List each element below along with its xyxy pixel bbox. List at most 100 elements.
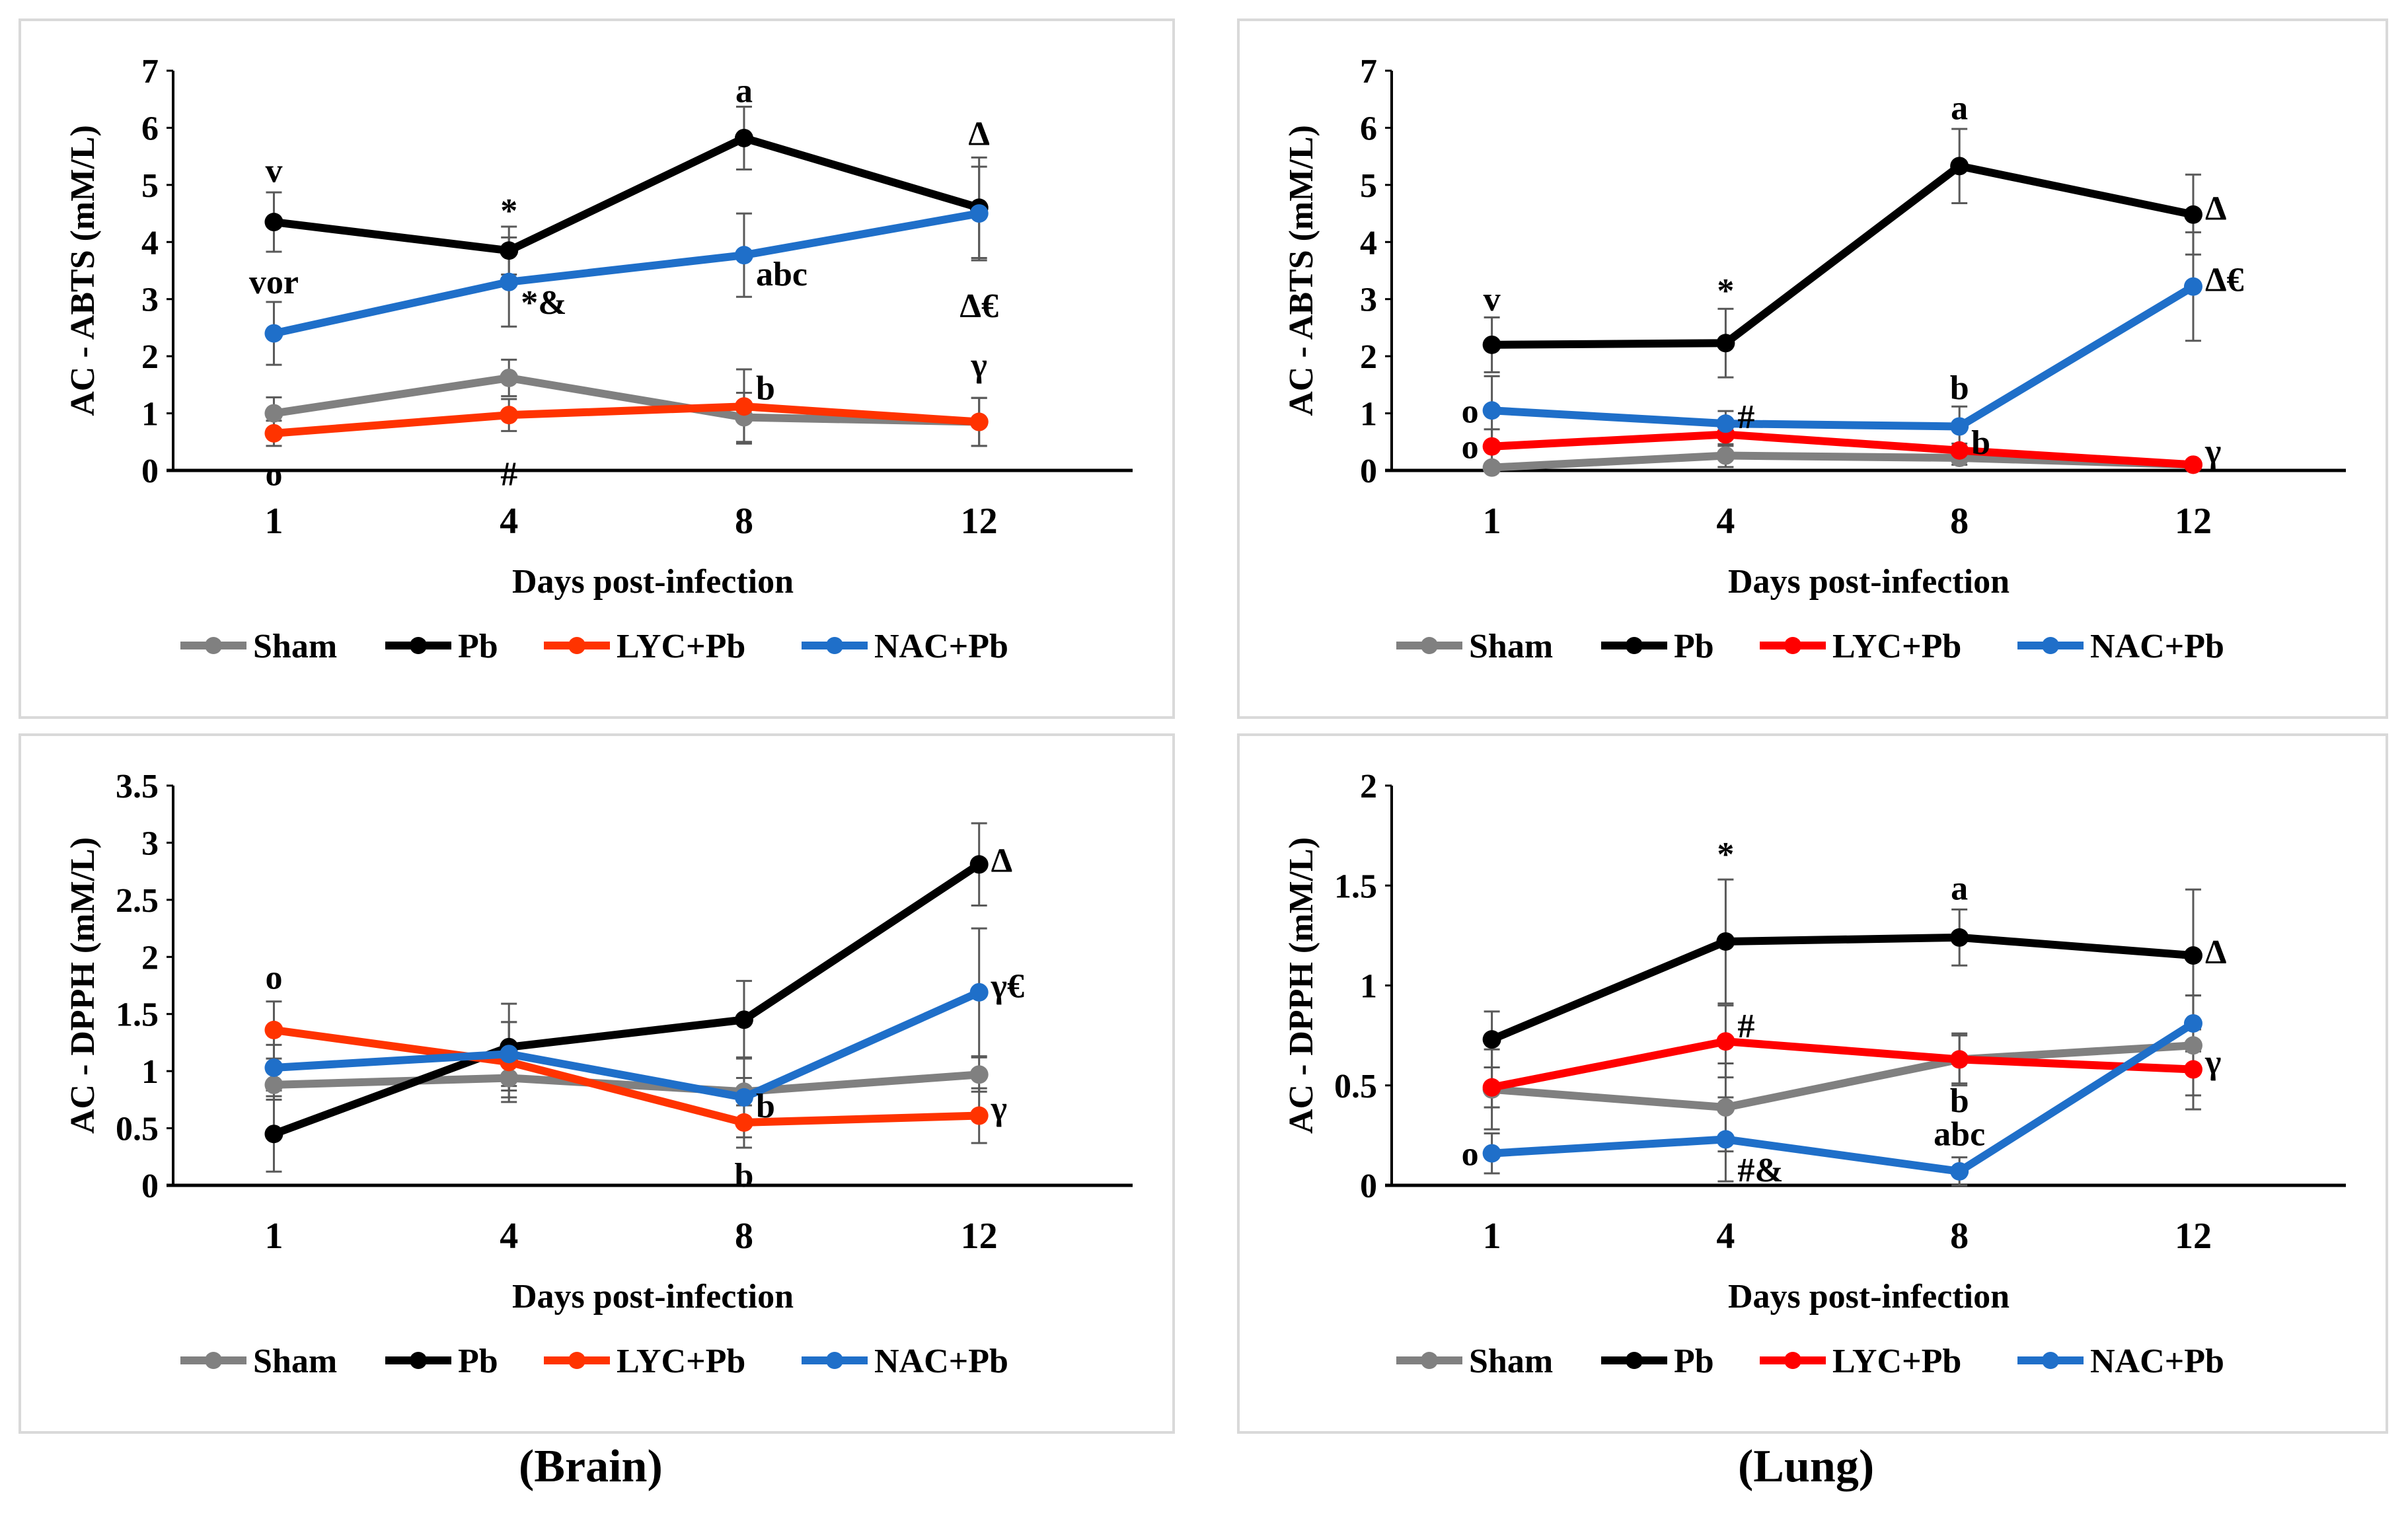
data-point-sham — [1716, 446, 1735, 465]
data-point-pb — [500, 241, 519, 260]
legend-label: NAC+Pb — [874, 628, 1008, 665]
data-point-lyc-pb — [264, 424, 283, 443]
y-tick-label: 0 — [1360, 1167, 1377, 1205]
data-point-nac-pb — [969, 982, 989, 1002]
chart-panel-brain-abts: 0 1 2 3 4 5 6 7 1 4 8 12 Days post-infection AC - ABT… — [19, 19, 1175, 719]
x-tick-label: 8 — [1950, 1216, 1969, 1257]
legend-item-nac-pb: NAC+Pb — [2017, 1343, 2224, 1380]
x-tick-label: 12 — [961, 501, 998, 542]
data-point-sham — [2183, 1036, 2202, 1055]
significance-annotation: *& — [521, 284, 566, 322]
data-point-pb — [1482, 335, 1501, 354]
data-point-nac-pb — [1950, 1162, 1969, 1181]
caption-brain: (Brain) — [519, 1441, 663, 1492]
legend: Sham Pb LYC+Pb NAC+Pb — [1396, 628, 2224, 665]
chart-panel-brain-dpph: 0 0.5 1 1.5 2 2.5 3 3.5 1 4 8 12 Days post-infection… — [19, 733, 1175, 1434]
data-point-nac-pb — [2183, 1014, 2202, 1033]
data-point-nac-pb — [500, 1045, 519, 1064]
legend-marker — [410, 637, 427, 654]
legend-label: Pb — [1674, 1343, 1714, 1380]
data-point-lyc-pb — [1482, 1078, 1501, 1097]
data-point-nac-pb — [1716, 414, 1735, 433]
significance-annotation: o — [265, 456, 282, 494]
data-point-pb — [969, 855, 989, 874]
significance-annotation: b — [756, 370, 775, 408]
data-point-sham — [264, 404, 283, 423]
y-tick-label: 1 — [141, 1053, 159, 1091]
legend-marker — [1784, 637, 1801, 654]
significance-annotation: vor — [249, 264, 299, 301]
significance-annotation: b — [756, 1088, 775, 1125]
x-tick-label: 4 — [1716, 501, 1735, 542]
data-point-lyc-pb — [734, 397, 753, 416]
legend-marker — [826, 1352, 843, 1369]
legend-marker — [1784, 1352, 1801, 1369]
significance-annotation: # — [500, 456, 517, 494]
x-tick-label: 4 — [1716, 1216, 1735, 1257]
legend-item-lyc-pb: LYC+Pb — [544, 1343, 745, 1380]
y-tick-label: 1 — [141, 396, 159, 433]
legend-marker — [205, 637, 222, 654]
y-tick-label: 0.5 — [116, 1111, 159, 1148]
significance-annotation: γ€ — [991, 968, 1024, 1006]
significance-annotation: γ — [2204, 1043, 2221, 1081]
significance-annotation: Δ — [2205, 190, 2227, 227]
legend-marker — [410, 1352, 427, 1369]
series-line-lyc-pb — [1491, 1037, 2194, 1092]
series-line-sham — [274, 1070, 980, 1096]
legend-marker — [1421, 1352, 1438, 1369]
series-line-lyc-pb — [1491, 430, 2194, 469]
data-point-sham — [264, 1075, 283, 1094]
data-point-sham — [969, 1065, 989, 1084]
y-tick-label: 3 — [141, 281, 159, 319]
data-point-pb — [264, 213, 283, 232]
chart-panel-lung-dpph: 0 0.5 1 1.5 2 1 4 8 12 Days post-infection AC - DP… — [1237, 733, 2388, 1434]
legend-marker — [1626, 1352, 1643, 1369]
x-tick-label: 8 — [735, 1216, 753, 1257]
y-axis-label: AC - DPPH (mM/L) — [64, 837, 102, 1134]
significance-annotation: a — [1951, 89, 1968, 127]
legend-marker — [568, 1352, 585, 1369]
y-tick-label: 0 — [141, 453, 159, 490]
data-point-pb — [1482, 1030, 1501, 1049]
y-tick-label: 5 — [141, 167, 159, 205]
legend-label: Sham — [1469, 1343, 1553, 1380]
data-point-lyc-pb — [2183, 455, 2202, 474]
significance-annotation: * — [500, 192, 517, 230]
legend-item-lyc-pb: LYC+Pb — [1760, 628, 1961, 665]
data-point-lyc-pb — [500, 406, 519, 425]
y-tick-label: 2.5 — [116, 882, 159, 920]
y-axis-label: AC - DPPH (mM/L) — [1283, 837, 1320, 1134]
y-tick-label: 1.5 — [1334, 868, 1377, 905]
data-point-nac-pb — [1482, 1144, 1501, 1163]
y-tick-label: 2 — [141, 939, 159, 977]
data-point-lyc-pb — [1950, 441, 1969, 460]
caption-lung: (Lung) — [1738, 1441, 1875, 1492]
significance-annotation: γ — [991, 1090, 1007, 1127]
x-axis-label: Days post-infection — [1728, 1278, 2010, 1315]
x-tick-label: 12 — [2175, 501, 2212, 542]
y-tick-label: 4 — [1360, 224, 1377, 262]
data-point-pb — [1950, 928, 1969, 947]
x-tick-label: 1 — [264, 501, 283, 542]
significance-annotation: o — [265, 959, 282, 997]
significance-annotation: γ — [2204, 433, 2221, 470]
x-axis-label: Days post-infection — [512, 1278, 794, 1315]
chart-svg: 0 0.5 1 1.5 2 1 4 8 12 Days post-infection AC - DP… — [1283, 768, 2346, 1380]
x-tick-label: 4 — [500, 1216, 518, 1257]
significance-annotation: abc — [756, 256, 808, 293]
legend-label: NAC+Pb — [2090, 1343, 2224, 1380]
data-point-nac-pb — [500, 272, 519, 291]
legend-marker — [826, 637, 843, 654]
legend-item-nac-pb: NAC+Pb — [802, 1343, 1008, 1380]
x-axis-label: Days post-infection — [1728, 563, 2010, 601]
legend-item-pb: Pb — [385, 628, 498, 665]
legend-item-nac-pb: NAC+Pb — [2017, 628, 2224, 665]
x-tick-label: 4 — [500, 501, 518, 542]
data-point-lyc-pb — [264, 1020, 283, 1039]
y-tick-label: 7 — [141, 53, 159, 91]
y-tick-label: 2 — [1360, 768, 1377, 805]
y-tick-label: 0.5 — [1334, 1068, 1377, 1105]
data-point-pb — [1716, 932, 1735, 951]
legend-item-sham: Sham — [180, 628, 337, 665]
